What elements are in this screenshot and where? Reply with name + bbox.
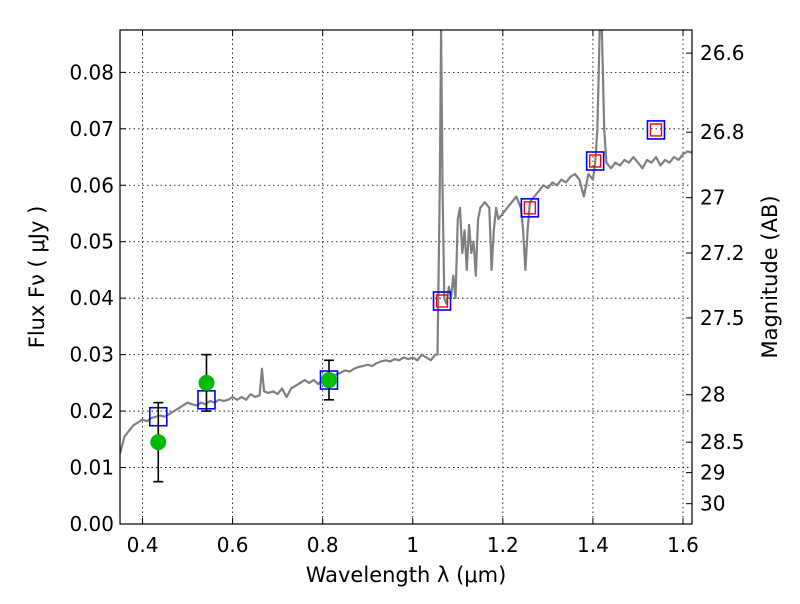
model-point	[585, 151, 605, 171]
y-tick-label: 0.00	[69, 512, 114, 536]
tick-layer: 0.4 0.6 0.8 1 1.2 1.4 1.6 0.00 0.01 0.02 0.03 0.04 0…	[69, 30, 745, 557]
y-tick-label: 0.01	[69, 456, 114, 480]
inner-point	[588, 154, 602, 168]
model-point	[520, 198, 540, 218]
inner-point	[523, 201, 537, 215]
inner-point	[649, 123, 663, 137]
y2-tick-label: 26.8	[700, 120, 745, 144]
y-tick-label: 0.06	[69, 173, 114, 197]
observed-point	[150, 434, 167, 451]
model-point	[646, 120, 666, 140]
x-tick-label: 1.6	[667, 533, 699, 557]
model-point	[432, 291, 452, 311]
x-tick-label: 1	[406, 533, 419, 557]
y-tick-label: 0.04	[69, 286, 114, 310]
y-tick-label: 0.02	[69, 399, 114, 423]
y2-tick-label: 27.2	[700, 241, 745, 265]
observed-point	[198, 374, 215, 391]
observed-point	[320, 372, 337, 389]
y2-tick-label: 30	[700, 492, 725, 516]
x-tick-label: 0.4	[127, 533, 159, 557]
y2-tick-label: 29	[700, 461, 725, 485]
marker-layer	[148, 120, 666, 483]
x-tick-label: 1.2	[487, 533, 519, 557]
x-axis-label: Wavelength λ (μm)	[306, 563, 507, 587]
inner-point	[435, 294, 449, 308]
plot-area	[120, 30, 692, 454]
spectrum-line	[120, 30, 692, 454]
y2-axis-label: Magnitude (AB)	[758, 195, 782, 358]
y2-tick-label: 28	[700, 383, 725, 407]
y-tick-label: 0.07	[69, 117, 114, 141]
axes-frame	[119, 29, 693, 525]
grid-lines	[120, 30, 692, 525]
y2-tick-label: 26.6	[700, 41, 745, 65]
y2-tick-label: 27.5	[700, 306, 745, 330]
x-tick-label: 0.8	[307, 533, 339, 557]
y-tick-label: 0.03	[69, 343, 114, 367]
x-tick-label: 1.4	[577, 533, 609, 557]
y2-tick-label: 28.5	[700, 430, 745, 454]
y2-tick-label: 27	[700, 186, 725, 210]
y-tick-label: 0.08	[69, 60, 114, 84]
x-tick-label: 0.6	[217, 533, 249, 557]
y-tick-label: 0.05	[69, 230, 114, 254]
y-axis-label: Flux Fν ( μJy )	[25, 206, 49, 349]
